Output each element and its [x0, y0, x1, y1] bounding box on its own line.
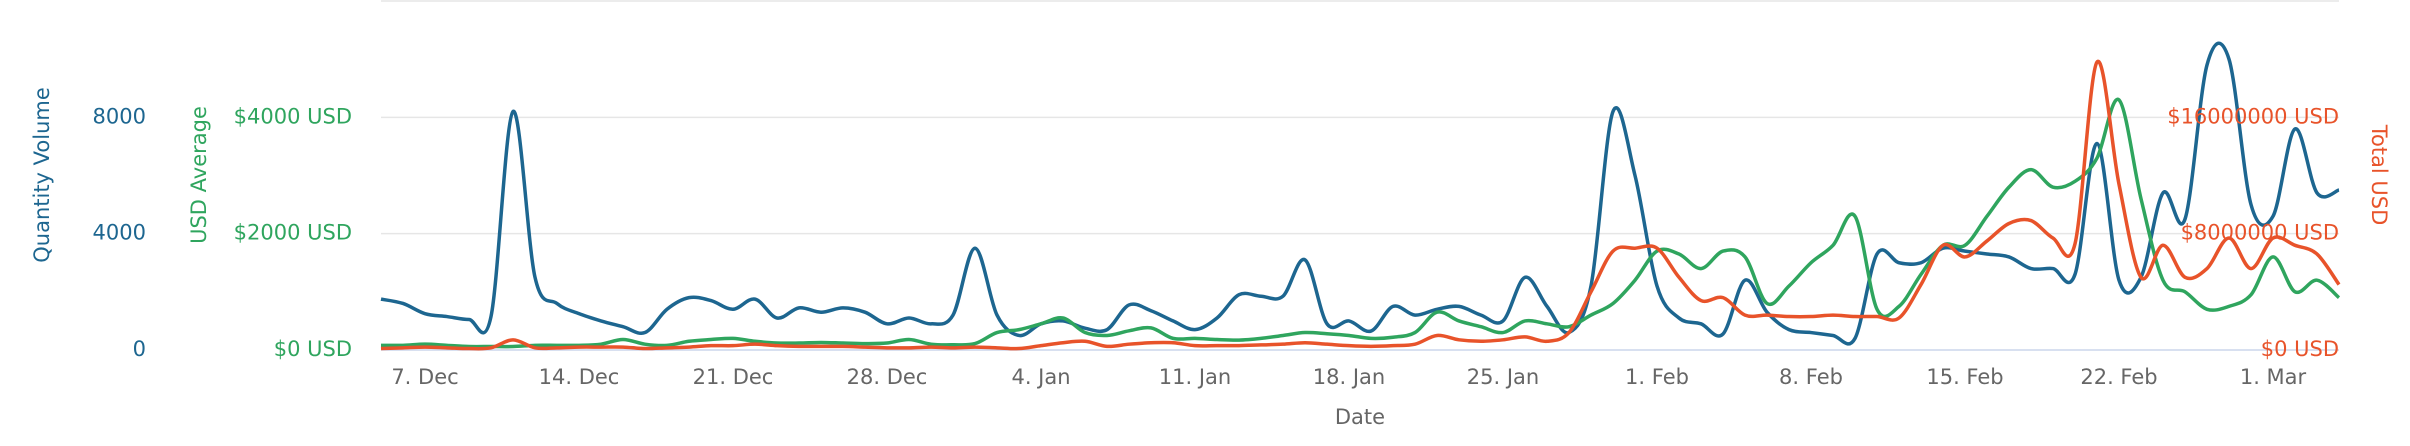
y3-axis-title: Total USD: [2367, 124, 2391, 226]
series-line: [380, 41, 2340, 346]
y3-tick-label: $0 USD: [2261, 337, 2339, 361]
y3-tick-label: $16000000 USD: [2167, 104, 2339, 128]
y3-tick-label: $8000000 USD: [2181, 221, 2339, 245]
y2-tick-label: $2000 USD: [234, 221, 352, 245]
series-line: [380, 59, 2341, 351]
x-tick-label: 15. Feb: [1926, 365, 2003, 389]
x-tick-label: 1. Mar: [2240, 365, 2307, 389]
y-tick-label: 8000: [93, 104, 146, 128]
y2-tick-label: $4000 USD: [234, 104, 352, 128]
x-tick-label: 1. Feb: [1625, 365, 1689, 389]
x-axis-title: Date: [1335, 405, 1385, 429]
x-tick-label: 18. Jan: [1313, 365, 1385, 389]
series-line: [380, 97, 2341, 349]
x-tick-label: 22. Feb: [2080, 365, 2157, 389]
x-tick-label: 14. Dec: [539, 365, 620, 389]
y-tick-label: 4000: [93, 221, 146, 245]
x-tick-label: 11. Jan: [1159, 365, 1231, 389]
y2-tick-label: $0 USD: [274, 337, 352, 361]
x-tick-label: 8. Feb: [1779, 365, 1843, 389]
x-tick-label: 21. Dec: [693, 365, 774, 389]
x-tick-label: 4. Jan: [1011, 365, 1070, 389]
x-tick-label: 7. Dec: [391, 365, 458, 389]
x-tick-label: 28. Dec: [847, 365, 928, 389]
y2-axis-title: USD Average: [187, 106, 211, 244]
y-tick-label: 0: [133, 337, 146, 361]
y-axis-title: Quantity Volume: [30, 87, 54, 263]
x-tick-label: 25. Jan: [1467, 365, 1539, 389]
